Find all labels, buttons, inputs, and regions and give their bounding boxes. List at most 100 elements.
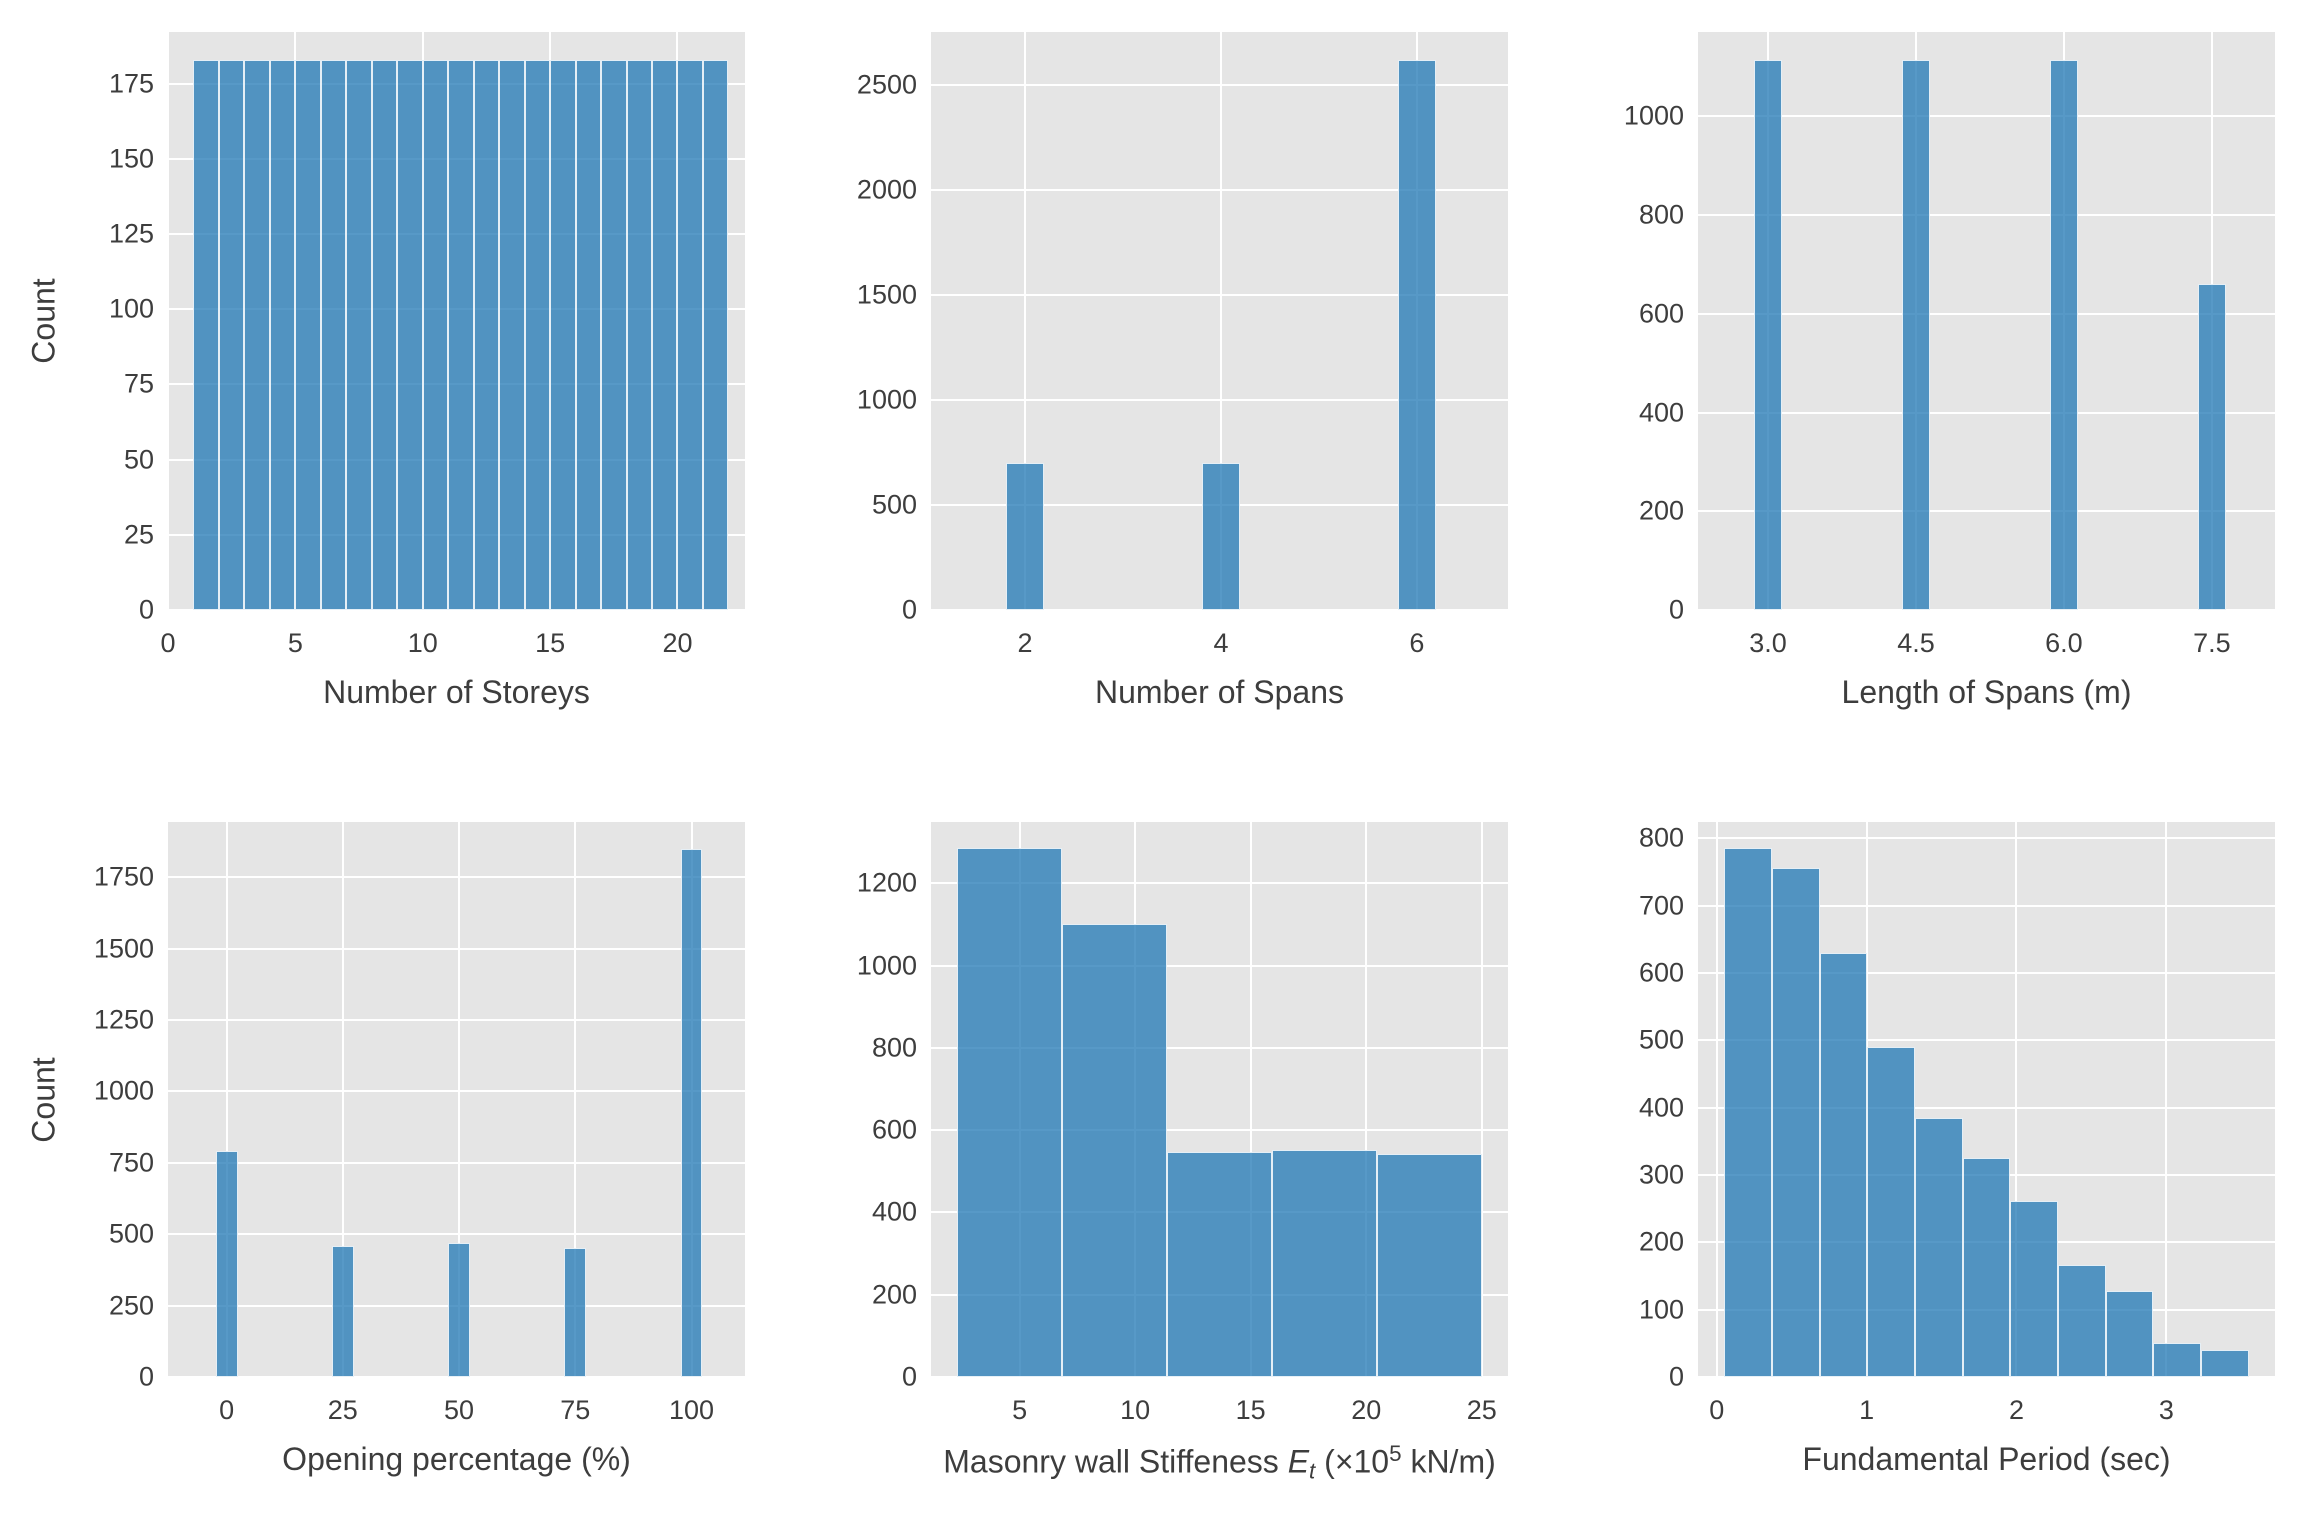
x-tick-label: 4.5 [1897, 628, 1935, 658]
y-gridline [1698, 904, 2275, 907]
x-tick-label: 1 [1859, 1395, 1875, 1425]
y-tick-label: 1750 [93, 861, 154, 892]
y-gridline [1698, 411, 2275, 414]
y-tick-label: 175 [108, 68, 154, 99]
y-gridline [931, 1129, 1508, 1132]
x-axis-title-segment: Masonry wall Stiffeness [943, 1443, 1288, 1480]
x-tick-label: 2 [1017, 628, 1033, 658]
x-axis-title: Opening percentage (%) [282, 1441, 631, 1477]
x-gridline [167, 32, 169, 610]
y-tick-label: 1200 [856, 867, 917, 898]
y-gridline [168, 1018, 745, 1021]
x-axis-title: Number of Storeys [323, 674, 590, 710]
x-tick-label: 25 [1466, 1395, 1497, 1425]
histogram-bar [550, 59, 576, 610]
histogram-bar [1005, 462, 1045, 610]
x-gridline [1480, 822, 1483, 1377]
histogram-bar [2201, 1350, 2249, 1377]
y-gridline [1698, 214, 2275, 217]
histogram-bar [626, 59, 652, 610]
y-tick-label: 200 [871, 1279, 917, 1310]
histogram-bar [1201, 462, 1241, 610]
histogram-bar [320, 59, 347, 610]
x-axis-title: Masonry wall Stiffeness Et (×105 kN/m) [943, 1441, 1496, 1485]
y-tick-label: 800 [1638, 199, 1684, 230]
plot-panel [1698, 32, 2275, 611]
y-gridline [168, 1090, 745, 1093]
y-gridline [1698, 510, 2275, 513]
y-tick-label: 700 [1638, 890, 1684, 921]
y-tick-label: 500 [871, 489, 917, 520]
histogram-bar [448, 59, 474, 610]
x-axis-title-segment: (×10 [1315, 1443, 1390, 1480]
y-tick-label: 1500 [93, 933, 154, 964]
y-gridline [931, 188, 1508, 191]
y-tick-label: 400 [1638, 397, 1684, 428]
histogram-bar [1754, 59, 1782, 610]
y-tick-label: 500 [108, 1218, 154, 1249]
y-tick-label: 800 [871, 1032, 917, 1063]
histogram-bar [422, 59, 449, 610]
x-tick-label: 100 [668, 1395, 715, 1425]
y-tick-label: 1000 [856, 950, 917, 981]
y-tick-label: 250 [108, 1290, 154, 1321]
x-tick-label: 0 [1709, 1395, 1725, 1425]
y-tick-label: 0 [1668, 594, 1684, 625]
y-tick-label: 0 [138, 594, 154, 625]
x-tick-label: 20 [1351, 1395, 1382, 1425]
y-gridline [931, 293, 1508, 296]
y-tick-label: 800 [1638, 822, 1684, 853]
y-tick-label: 100 [108, 293, 154, 324]
histogram-bar [1376, 1153, 1482, 1377]
histogram-bar [2153, 1343, 2202, 1377]
histogram-bar [1397, 59, 1436, 610]
x-gridline [1249, 822, 1252, 1377]
histogram-bar [677, 59, 703, 610]
x-gridline [1715, 822, 1718, 1377]
y-tick-label: 50 [123, 444, 154, 475]
y-tick-label: 1250 [93, 1004, 154, 1035]
y-gridline [931, 1046, 1508, 1049]
y-gridline [1698, 609, 2275, 611]
y-gridline [1698, 1376, 2275, 1378]
y-tick-label: 400 [1638, 1092, 1684, 1123]
histogram-bar [244, 59, 270, 610]
histogram-bar [2050, 59, 2078, 610]
histogram-bar [371, 59, 398, 610]
y-tick-label: 150 [108, 143, 154, 174]
histogram-bar [1902, 59, 1930, 610]
y-gridline [1698, 1106, 2275, 1109]
histogram-bar [2105, 1291, 2154, 1377]
histogram-bar [1771, 868, 1820, 1377]
y-tick-label: 600 [871, 1114, 917, 1145]
histogram-bar [702, 59, 729, 610]
histogram-bar [2010, 1200, 2058, 1377]
y-tick-label: 600 [1638, 298, 1684, 329]
y-tick-label: 1000 [93, 1075, 154, 1106]
histogram-bar [215, 1151, 238, 1377]
histogram-bar [652, 59, 678, 610]
x-gridline [1024, 32, 1027, 610]
histogram-bar [295, 59, 321, 610]
y-gridline [168, 1161, 745, 1164]
plot-panel [168, 822, 745, 1378]
y-tick-label: 100 [1638, 1294, 1684, 1325]
x-tick-label: 3 [2158, 1395, 2174, 1425]
y-gridline [1698, 115, 2275, 118]
plot-panel [931, 822, 1508, 1378]
histogram-bar [499, 59, 525, 610]
y-tick-label: 1500 [856, 279, 917, 310]
y-gridline [931, 609, 1508, 611]
histogram-bar [564, 1248, 587, 1377]
x-gridline [458, 822, 461, 1377]
x-tick-label: 25 [327, 1395, 358, 1425]
y-tick-label: 600 [1638, 957, 1684, 988]
y-tick-label: 200 [1638, 495, 1684, 526]
histogram-bar [2057, 1264, 2106, 1377]
x-tick-label: 15 [1235, 1395, 1266, 1425]
y-tick-label: 25 [123, 519, 154, 550]
y-tick-label: 750 [108, 1147, 154, 1178]
plot-panel [931, 32, 1508, 611]
x-axis-title-segment: kN/m) [1401, 1443, 1496, 1480]
x-axis-title-segment: 5 [1389, 1441, 1402, 1466]
